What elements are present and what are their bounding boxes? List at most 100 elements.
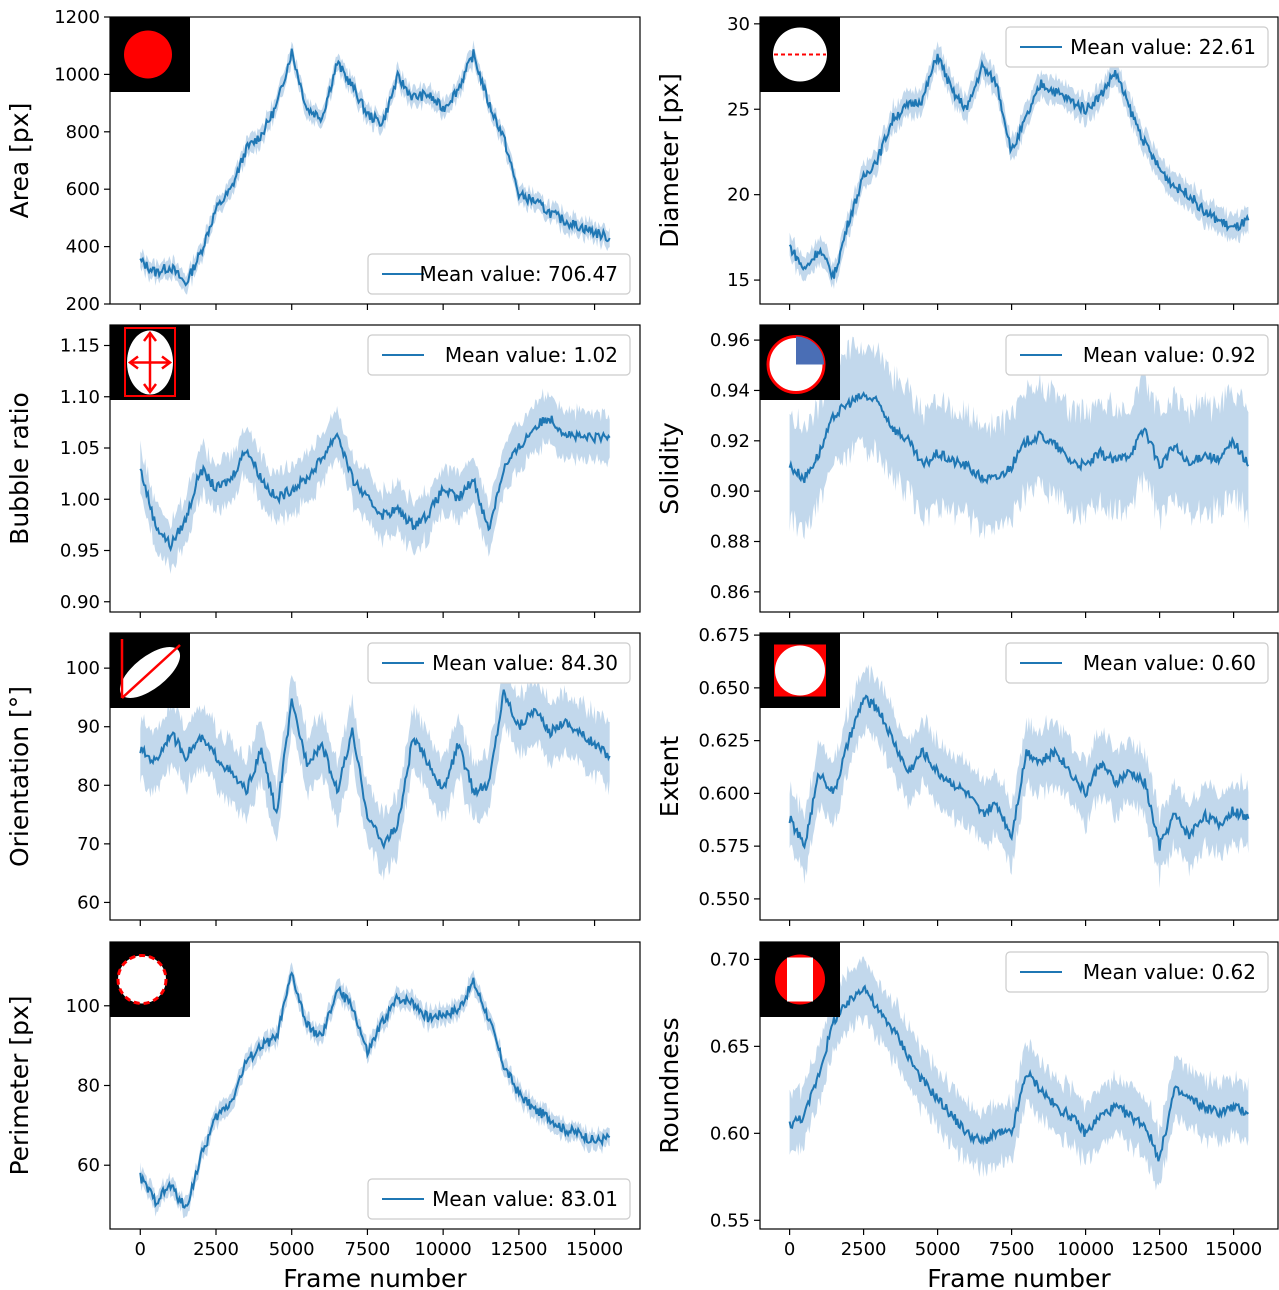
y-tick-label: 200 <box>66 294 100 315</box>
axes-frame <box>759 16 1279 305</box>
series-line <box>788 694 1250 851</box>
y-tick-label: 0.94 <box>710 380 750 401</box>
y-tick-label: 0.88 <box>710 532 750 553</box>
y-axis-label: Diameter [px] <box>655 73 684 248</box>
dashed-circle <box>116 954 168 1005</box>
x-tick-label: 12500 <box>1131 1239 1188 1260</box>
y-tick-label: 1.15 <box>60 336 100 357</box>
y-tick-label: 100 <box>66 658 100 679</box>
axes-frame <box>109 632 641 921</box>
legend-box <box>367 334 631 376</box>
y-axis-label: Solidity <box>655 422 684 515</box>
blue-sector <box>796 336 824 365</box>
y-tick-label: 0.65 <box>710 1036 750 1057</box>
legend-box <box>367 1178 631 1220</box>
legend: Mean value: 0.60 <box>1005 642 1269 684</box>
y-tick-label: 25 <box>727 99 750 120</box>
series-line <box>788 984 1250 1162</box>
legend-box <box>1005 334 1269 376</box>
legend-box <box>1005 26 1269 68</box>
y-tick-label: 0.86 <box>710 582 750 603</box>
legend-label: Mean value: 0.62 <box>1083 960 1256 984</box>
y-tick-label: 600 <box>66 179 100 200</box>
white-rect <box>787 957 813 1002</box>
x-tick-label: 5000 <box>915 1239 961 1260</box>
axes-frame <box>109 16 641 305</box>
legend: Mean value: 83.01 <box>367 1178 631 1220</box>
red-disc <box>124 30 172 79</box>
y-axis-label: Roundness <box>655 1017 684 1153</box>
y-tick-label: 80 <box>77 775 100 796</box>
x-tick-label: 15000 <box>1205 1239 1262 1260</box>
x-tick-label: 7500 <box>345 1239 391 1260</box>
y-tick-label: 1.05 <box>60 438 100 459</box>
y-axis-label: Orientation [°] <box>5 686 34 867</box>
x-tick-label: 10000 <box>415 1239 472 1260</box>
legend: Mean value: 0.92 <box>1005 334 1269 376</box>
legend-label: Mean value: 706.47 <box>419 262 618 286</box>
y-tick-label: 70 <box>77 834 100 855</box>
series-line <box>139 689 611 851</box>
x-tick-label: 15000 <box>566 1239 623 1260</box>
y-tick-label: 90 <box>77 717 100 738</box>
y-tick-label: 80 <box>77 1076 100 1097</box>
x-tick-label: 2500 <box>841 1239 887 1260</box>
y-tick-label: 0.96 <box>710 330 750 351</box>
y-tick-label: 0.90 <box>710 481 750 502</box>
y-tick-label: 1200 <box>54 7 100 28</box>
ellipse-axes-icon <box>110 325 190 400</box>
x-tick-label: 5000 <box>269 1239 315 1260</box>
dashed-perimeter-circle-icon <box>110 942 190 1017</box>
chart-panel-1: 200 400 600 800 1000 1200 Area [px] Mean value:… <box>5 7 641 315</box>
legend: Mean value: 0.62 <box>1005 951 1269 993</box>
legend: Mean value: 22.61 <box>1005 26 1269 68</box>
std-band <box>140 654 610 881</box>
filled-circle-icon <box>110 17 190 92</box>
orientation-ellipse-icon <box>110 633 190 708</box>
y-tick-label: 20 <box>727 185 750 206</box>
y-tick-label: 30 <box>727 14 750 35</box>
roundness-square-icon <box>760 942 840 1017</box>
y-tick-label: 0.550 <box>698 889 750 910</box>
white-disc <box>773 27 827 82</box>
extent-square-icon <box>760 633 840 708</box>
series-line <box>139 971 611 1209</box>
legend-box <box>367 253 631 295</box>
y-tick-label: 400 <box>66 237 100 258</box>
legend-label: Mean value: 83.01 <box>432 1187 618 1211</box>
axes-frame <box>759 324 1279 613</box>
x-tick-label: 7500 <box>989 1239 1035 1260</box>
y-axis-label: Perimeter [px] <box>5 995 34 1175</box>
y-tick-label: 0.575 <box>698 836 750 857</box>
x-tick-label: 0 <box>135 1239 146 1260</box>
x-tick-label: 10000 <box>1057 1239 1114 1260</box>
white-disc <box>775 645 825 696</box>
y-axis-label: Area [px] <box>5 103 34 219</box>
legend-box <box>367 642 631 684</box>
y-tick-label: 0.650 <box>698 678 750 699</box>
y-tick-label: 0.675 <box>698 625 750 646</box>
chart-panel-7: 60 80 100 0 2500 5000 7500 10000 12500 15000 Perim… <box>5 941 641 1290</box>
y-tick-label: 0.92 <box>710 431 750 452</box>
y-tick-label: 0.90 <box>60 592 100 613</box>
legend-box <box>1005 951 1269 993</box>
x-tick-label: 0 <box>784 1239 795 1260</box>
chart-panel-3: 0.90 0.95 1.00 1.05 1.10 1.15 Bubble ratio Mean… <box>5 324 641 618</box>
y-tick-label: 0.625 <box>698 731 750 752</box>
y-axis-label: Bubble ratio <box>5 392 34 545</box>
chart-panel-6: 0.550 0.575 0.600 0.625 0.650 0.675 Extent Mean… <box>655 625 1279 926</box>
legend-box <box>1005 642 1269 684</box>
orientation-line <box>121 644 181 699</box>
y-axis-label: Extent <box>655 736 684 818</box>
series-line <box>139 48 611 287</box>
legend-label: Mean value: 0.92 <box>1083 343 1256 367</box>
axes-frame <box>759 632 1279 921</box>
y-tick-label: 1.10 <box>60 387 100 408</box>
x-axis-label: Frame number <box>927 1264 1111 1290</box>
std-band <box>140 388 610 574</box>
y-tick-label: 1.00 <box>60 489 100 510</box>
chart-panel-4: 0.86 0.88 0.90 0.92 0.94 0.96 Solidity Mean val… <box>655 324 1279 618</box>
y-tick-label: 0.95 <box>60 541 100 562</box>
y-tick-label: 100 <box>66 996 100 1017</box>
